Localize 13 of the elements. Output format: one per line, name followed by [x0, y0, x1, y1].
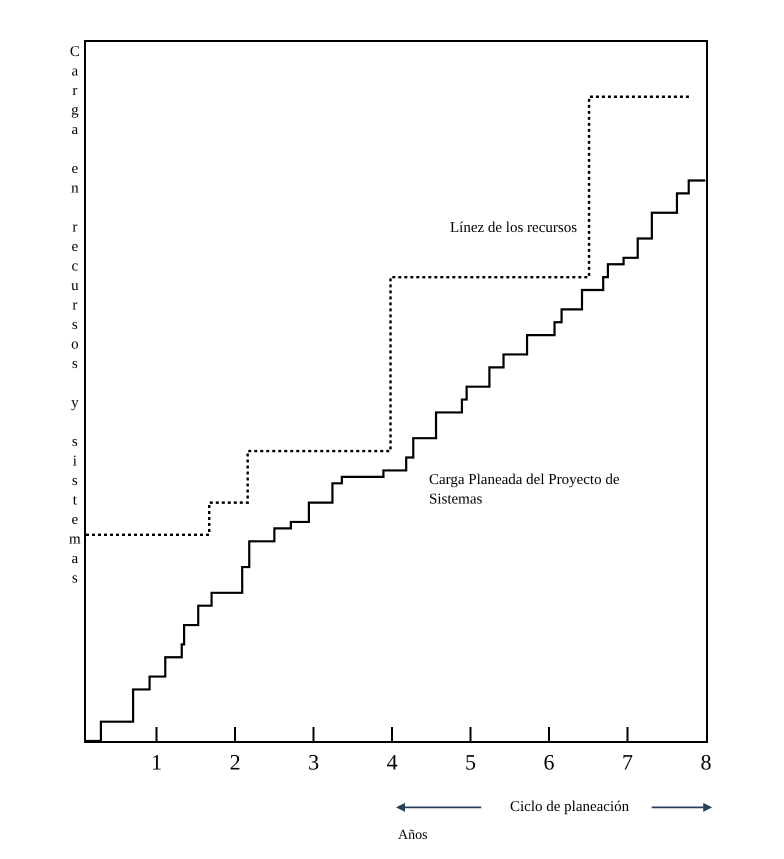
x-tick-label: 1: [151, 749, 162, 774]
text: Carga en recursos y sistemas: [69, 44, 81, 586]
x-tick-label: 2: [230, 749, 241, 774]
x-tick-label: 7: [622, 749, 634, 774]
x-tick-label: 8: [700, 749, 712, 774]
series-label: Línez de los recursos: [450, 220, 578, 236]
series-label: Carga Planeada del Proyecto de Sistemas: [429, 472, 620, 508]
x-tick-label: 4: [386, 749, 398, 774]
x-tick-label: 3: [308, 749, 320, 774]
x-tick-label: 5: [465, 749, 476, 774]
text: Años: [398, 828, 428, 843]
x-axis-title: Ciclo de planeación: [510, 799, 630, 815]
x-tick-label: 6: [544, 749, 555, 774]
